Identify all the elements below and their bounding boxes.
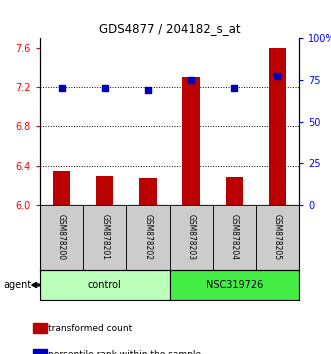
Text: GSM878201: GSM878201 xyxy=(100,215,109,261)
Text: transformed count: transformed count xyxy=(48,324,132,333)
Point xyxy=(232,85,237,91)
Bar xyxy=(169,270,299,300)
Text: NSC319726: NSC319726 xyxy=(206,280,263,290)
Text: GSM878205: GSM878205 xyxy=(273,215,282,261)
Text: control: control xyxy=(88,280,121,290)
Bar xyxy=(269,48,286,205)
Bar xyxy=(169,205,213,270)
Title: GDS4877 / 204182_s_at: GDS4877 / 204182_s_at xyxy=(99,22,240,35)
Bar xyxy=(182,77,200,205)
Point xyxy=(145,87,151,93)
Bar xyxy=(40,205,83,270)
Text: percentile rank within the sample: percentile rank within the sample xyxy=(48,350,201,354)
Text: GSM878204: GSM878204 xyxy=(230,215,239,261)
Bar xyxy=(126,205,169,270)
Bar xyxy=(53,171,70,205)
Text: GSM878200: GSM878200 xyxy=(57,215,66,261)
Point xyxy=(59,85,64,91)
Bar xyxy=(83,205,126,270)
Text: GSM878202: GSM878202 xyxy=(143,215,152,261)
Text: agent: agent xyxy=(3,280,31,290)
Text: GSM878203: GSM878203 xyxy=(187,215,196,261)
Bar xyxy=(256,205,299,270)
Bar xyxy=(96,176,114,205)
Bar xyxy=(213,205,256,270)
Bar xyxy=(40,270,169,300)
Point xyxy=(188,77,194,82)
Bar xyxy=(226,177,243,205)
Point xyxy=(102,85,107,91)
Bar xyxy=(139,178,157,205)
Point xyxy=(275,74,280,79)
